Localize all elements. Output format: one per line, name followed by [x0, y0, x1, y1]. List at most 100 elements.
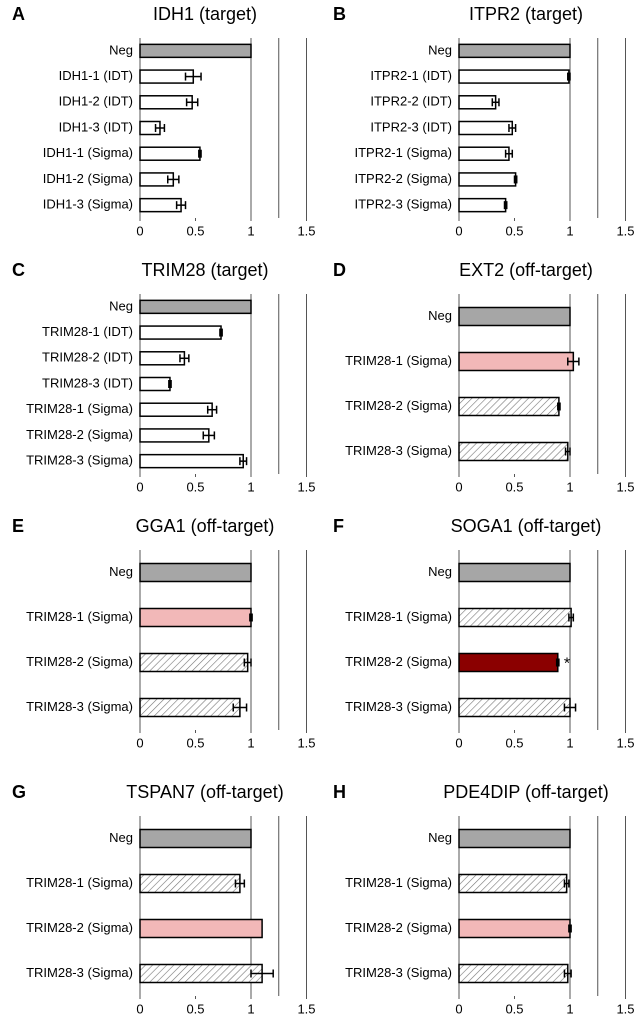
- x-tick-label: 0.5: [186, 479, 204, 494]
- bar: [458, 351, 575, 372]
- x-tick-label: 1.5: [616, 1001, 634, 1016]
- x-tick-label: 0: [136, 1001, 143, 1016]
- category-label: TRIM28-3 (IDT): [42, 375, 133, 390]
- category-label: TRIM28-1 (IDT): [42, 324, 133, 339]
- panel-letter: A: [12, 4, 25, 24]
- category-label: ITPR2-3 (Sigma): [354, 197, 452, 212]
- category-label: TRIM28-1 (Sigma): [26, 609, 133, 624]
- panel-letter: D: [333, 260, 346, 280]
- panel-title: TRIM28 (target): [141, 260, 268, 280]
- category-label: TRIM28-3 (Sigma): [345, 699, 452, 714]
- panel-letter: F: [333, 516, 344, 536]
- bar: [458, 441, 569, 462]
- category-label: TRIM28-2 (Sigma): [345, 654, 452, 669]
- x-tick-label: 0.5: [505, 735, 523, 750]
- bar: [139, 963, 263, 984]
- x-tick-label: 0.5: [505, 223, 523, 238]
- x-tick-label: 0: [455, 223, 462, 238]
- bar: [458, 918, 571, 939]
- category-label: Neg: [428, 830, 452, 845]
- bar: [458, 652, 559, 673]
- bar: [458, 963, 569, 984]
- bar: [139, 197, 182, 213]
- bar: [139, 873, 241, 894]
- panel-letter: H: [333, 782, 346, 802]
- category-label: IDH1-2 (IDT): [59, 94, 133, 109]
- bar: [139, 299, 252, 315]
- panel-title: EXT2 (off-target): [459, 260, 593, 280]
- bar: [458, 43, 571, 59]
- x-tick-label: 1: [247, 1001, 254, 1016]
- bar: [458, 120, 514, 136]
- panel-title: IDH1 (target): [153, 4, 257, 24]
- bar: [139, 146, 201, 161]
- bar: [458, 306, 571, 327]
- bar: [139, 607, 252, 628]
- category-label: TRIM28-2 (Sigma): [345, 398, 452, 413]
- category-label: TRIM28-1 (Sigma): [345, 875, 452, 890]
- panel-letter: C: [12, 260, 25, 280]
- bar: [139, 376, 171, 392]
- category-label: IDH1-1 (Sigma): [43, 145, 133, 160]
- category-label: ITPR2-3 (IDT): [370, 119, 452, 134]
- panel-letter: E: [12, 516, 24, 536]
- category-label: Neg: [109, 564, 133, 579]
- x-tick-label: 0.5: [186, 1001, 204, 1016]
- panel-title: PDE4DIP (off-target): [443, 782, 608, 802]
- category-label: Neg: [428, 564, 452, 579]
- category-label: TRIM28-2 (Sigma): [26, 427, 133, 442]
- category-label: IDH1-2 (Sigma): [43, 171, 133, 186]
- bar: [458, 172, 517, 187]
- x-tick-label: 0: [136, 223, 143, 238]
- bar: [139, 325, 222, 340]
- x-tick-label: 0.5: [505, 479, 523, 494]
- category-label: TRIM28-3 (Sigma): [345, 443, 452, 458]
- x-tick-label: 0: [455, 735, 462, 750]
- x-tick-label: 1: [247, 735, 254, 750]
- x-tick-label: 1.5: [297, 735, 315, 750]
- bar: [458, 69, 570, 84]
- bar: [458, 95, 497, 110]
- category-label: TRIM28-3 (Sigma): [345, 965, 452, 980]
- x-tick-label: 0.5: [186, 735, 204, 750]
- bar: [458, 396, 560, 417]
- x-tick-label: 1.5: [297, 1001, 315, 1016]
- panel-title: TSPAN7 (off-target): [126, 782, 283, 802]
- x-tick-label: 1.5: [616, 479, 634, 494]
- category-label: TRIM28-1 (Sigma): [345, 353, 452, 368]
- x-tick-label: 1: [566, 479, 573, 494]
- bar: [458, 607, 572, 628]
- category-label: TRIM28-2 (Sigma): [345, 920, 452, 935]
- bar: [139, 428, 210, 443]
- bar: [139, 562, 252, 583]
- x-tick-label: 1: [566, 735, 573, 750]
- category-label: TRIM28-3 (Sigma): [26, 965, 133, 980]
- bar: [139, 453, 244, 469]
- bar: [139, 652, 249, 673]
- category-label: IDH1-3 (IDT): [59, 119, 133, 134]
- panel-title: GGA1 (off-target): [136, 516, 275, 536]
- x-tick-label: 1.5: [616, 735, 634, 750]
- panel-title: ITPR2 (target): [469, 4, 583, 24]
- x-tick-label: 1.5: [297, 223, 315, 238]
- bar: [458, 697, 571, 718]
- bar: [139, 918, 263, 939]
- category-label: TRIM28-2 (IDT): [42, 350, 133, 365]
- bar: [139, 828, 252, 849]
- category-label: TRIM28-3 (Sigma): [26, 453, 133, 468]
- x-tick-label: 0: [455, 1001, 462, 1016]
- bar: [458, 828, 571, 849]
- bar: [458, 197, 507, 213]
- category-label: ITPR2-2 (Sigma): [354, 171, 452, 186]
- annotation: *: [564, 656, 570, 673]
- category-label: TRIM28-1 (Sigma): [345, 609, 452, 624]
- category-label: Neg: [109, 298, 133, 313]
- category-label: Neg: [109, 830, 133, 845]
- x-tick-label: 1: [566, 223, 573, 238]
- category-label: IDH1-1 (IDT): [59, 68, 133, 83]
- x-tick-label: 0: [136, 479, 143, 494]
- x-tick-label: 1.5: [616, 223, 634, 238]
- bar: [458, 873, 568, 894]
- category-label: IDH1-3 (Sigma): [43, 197, 133, 212]
